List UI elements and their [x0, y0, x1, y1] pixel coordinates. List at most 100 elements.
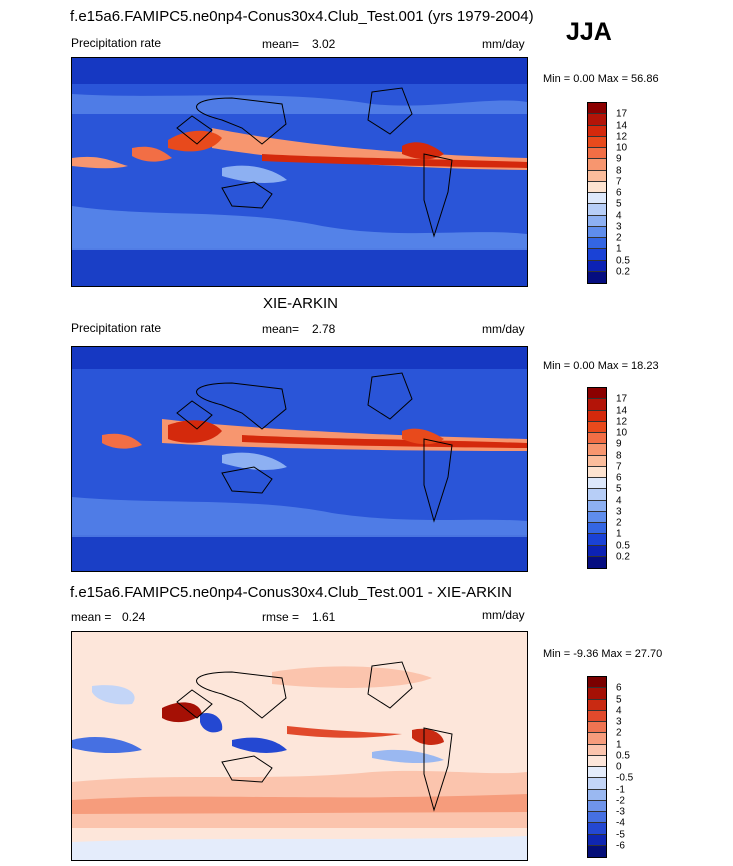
colorbar-swatch	[588, 271, 606, 283]
colorbar-tick-label: 4	[616, 210, 622, 221]
colorbar-tick-label: 2	[616, 727, 622, 739]
colorbar-tick-label: -3	[616, 806, 625, 818]
colorbar-tick-label: -4	[616, 817, 625, 829]
colorbar-tick-label: 0.2	[616, 551, 630, 563]
panel-diff-mean-label: mean =	[71, 610, 112, 624]
colorbar-swatch	[588, 478, 606, 490]
colorbar-tick-label: 1	[616, 739, 622, 750]
panel-diff-rmse-value: 1.61	[312, 610, 336, 624]
colorbar-swatch	[588, 103, 606, 115]
panel-obs-map	[71, 346, 528, 572]
colorbar-tick-label: 9	[616, 153, 622, 165]
colorbar-swatch	[588, 204, 606, 216]
colorbar-tick-label: 5	[616, 694, 622, 705]
colorbar-tick-label: -1	[616, 784, 625, 795]
panel-obs-title: XIE-ARKIN	[263, 295, 339, 312]
panel-model-variable: Precipitation rate	[71, 36, 162, 50]
colorbar-tick-label: 2	[616, 517, 622, 529]
panel-model-units: mm/day	[482, 37, 525, 51]
colorbar-swatch	[588, 215, 606, 227]
colorbar-tick-label: 9	[616, 438, 622, 450]
colorbar-swatch	[588, 812, 606, 824]
panel-diff-title: f.e15a6.FAMIPC5.ne0np4-Conus30x4.Club_Te…	[70, 584, 512, 601]
colorbar-swatch	[588, 534, 606, 546]
colorbar-tick-label: -0.5	[616, 772, 634, 784]
colorbar-tick-label: 5	[616, 483, 622, 495]
colorbar-swatch	[588, 260, 606, 272]
colorbar-swatch	[588, 744, 606, 756]
colorbar-tick-label: 0	[616, 761, 622, 773]
season-label: JJA	[566, 18, 612, 46]
colorbar-tick-label: 12	[616, 131, 628, 143]
panel-obs-mean-label: mean=	[262, 322, 300, 336]
panel-diff-rmse-label: rmse =	[262, 610, 300, 624]
colorbar-swatch	[588, 114, 606, 126]
colorbar-swatch	[588, 193, 606, 205]
colorbar-tick-label: 14	[616, 120, 628, 131]
colorbar-swatch	[588, 545, 606, 557]
colorbar-swatch	[588, 699, 606, 711]
colorbar-swatch	[588, 148, 606, 160]
panel-model-colorbar	[587, 102, 607, 284]
colorbar-swatch	[588, 511, 606, 523]
colorbar-swatch	[588, 181, 606, 193]
colorbar-tick-label: 1	[616, 243, 622, 255]
colorbar-swatch	[588, 789, 606, 801]
colorbar-tick-label: 10	[616, 427, 628, 439]
colorbar-tick-label: 3	[616, 221, 622, 233]
panel-model-minmax: Min = 0.00 Max = 56.86	[543, 73, 659, 85]
panel-diff-mean-value: 0.24	[122, 610, 146, 624]
colorbar-swatch	[588, 823, 606, 835]
colorbar-swatch	[588, 767, 606, 779]
colorbar-tick-label: 5	[616, 198, 622, 210]
colorbar-tick-label: 0.2	[616, 266, 630, 278]
colorbar-swatch	[588, 136, 606, 148]
colorbar-tick-label: 8	[616, 450, 622, 461]
colorbar-swatch	[588, 688, 606, 700]
colorbar-tick-label: 8	[616, 165, 622, 176]
colorbar-swatch	[588, 433, 606, 445]
colorbar-swatch	[588, 125, 606, 137]
colorbar-swatch	[588, 170, 606, 182]
colorbar-tick-label: -5	[616, 829, 625, 840]
colorbar-swatch	[588, 733, 606, 745]
panel-obs-units: mm/day	[482, 322, 525, 336]
colorbar-swatch	[588, 159, 606, 171]
panel-model-mean-label: mean=	[262, 37, 300, 51]
panel-model-map	[71, 57, 528, 287]
colorbar-swatch	[588, 500, 606, 512]
colorbar-swatch	[588, 845, 606, 857]
colorbar-swatch	[588, 421, 606, 433]
colorbar-swatch	[588, 466, 606, 478]
colorbar-swatch	[588, 710, 606, 722]
panel-model-mean-value: 3.02	[312, 37, 336, 51]
panel-obs-mean-value: 2.78	[312, 322, 336, 336]
colorbar-swatch	[588, 238, 606, 250]
panel-diff-map	[71, 631, 528, 861]
colorbar-tick-label: -6	[616, 840, 625, 852]
panel-obs-colorbar	[587, 387, 607, 569]
colorbar-swatch	[588, 410, 606, 422]
colorbar-tick-label: 0.5	[616, 255, 630, 266]
colorbar-tick-label: 12	[616, 416, 628, 428]
panel-model-title: f.e15a6.FAMIPC5.ne0np4-Conus30x4.Club_Te…	[70, 8, 534, 25]
colorbar-swatch	[588, 755, 606, 767]
colorbar-tick-label: 17	[616, 393, 628, 405]
colorbar-swatch	[588, 399, 606, 411]
colorbar-tick-label: 14	[616, 405, 628, 416]
colorbar-tick-label: 3	[616, 506, 622, 518]
colorbar-tick-label: 0.5	[616, 750, 630, 762]
colorbar-tick-label: 6	[616, 472, 622, 484]
colorbar-tick-label: 6	[616, 187, 622, 199]
colorbar-tick-label: 6	[616, 682, 622, 694]
colorbar-swatch	[588, 556, 606, 568]
colorbar-swatch	[588, 677, 606, 689]
colorbar-swatch	[588, 388, 606, 400]
panel-diff-units: mm/day	[482, 608, 525, 622]
colorbar-swatch	[588, 523, 606, 535]
colorbar-swatch	[588, 778, 606, 790]
colorbar-swatch	[588, 226, 606, 238]
colorbar-swatch	[588, 444, 606, 456]
colorbar-tick-label: 17	[616, 108, 628, 120]
colorbar-tick-label: -2	[616, 795, 625, 807]
